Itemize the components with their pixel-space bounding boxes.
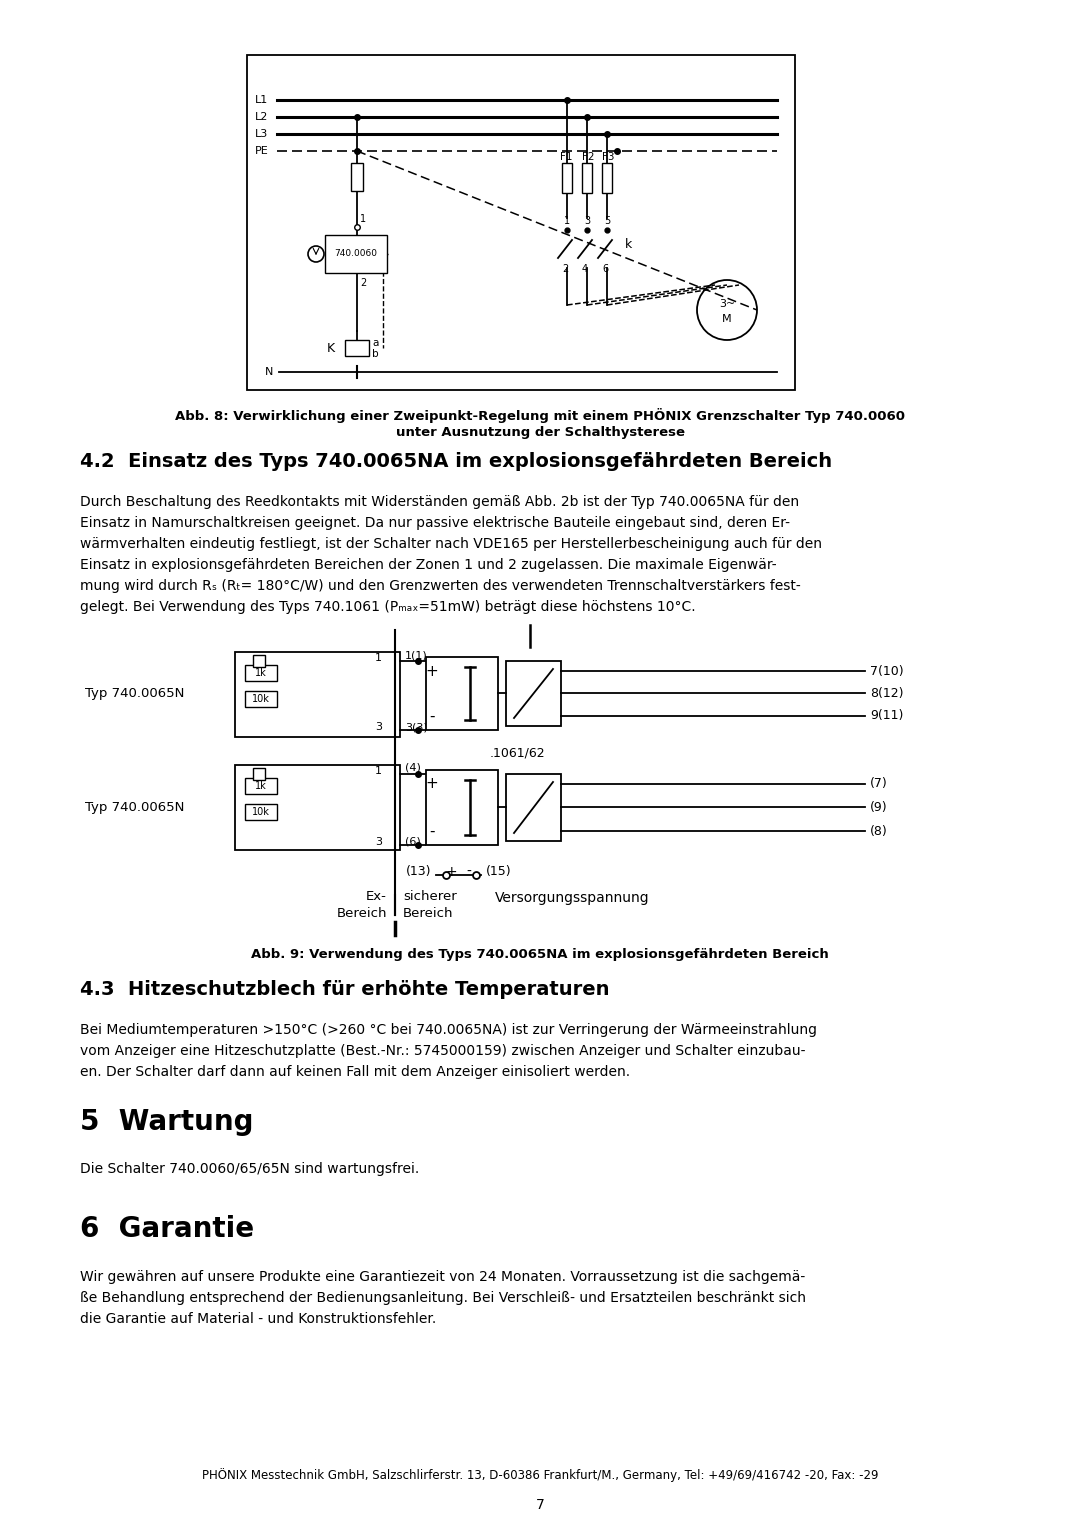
Text: F2: F2: [582, 153, 594, 162]
Text: K: K: [327, 342, 335, 354]
Text: 1k: 1k: [255, 780, 267, 791]
Text: 1k: 1k: [255, 667, 267, 678]
Text: en. Der Schalter darf dann auf keinen Fall mit dem Anzeiger einisoliert werden.: en. Der Schalter darf dann auf keinen Fa…: [80, 1064, 630, 1080]
Text: F3: F3: [602, 153, 615, 162]
Text: Bereich: Bereich: [403, 907, 454, 919]
Text: -: -: [429, 709, 435, 724]
Text: Wir gewähren auf unsere Produkte eine Garantiezeit von 24 Monaten. Vorraussetzun: Wir gewähren auf unsere Produkte eine Ga…: [80, 1270, 806, 1284]
Bar: [426, 770, 498, 844]
Text: Bereich: Bereich: [337, 907, 387, 919]
Text: unter Ausnutzung der Schalthysterese: unter Ausnutzung der Schalthysterese: [395, 426, 685, 438]
Bar: [582, 163, 592, 192]
Text: Versorgungsspannung: Versorgungsspannung: [495, 890, 650, 906]
Bar: [345, 341, 369, 356]
Text: .1061/62: .1061/62: [489, 747, 544, 759]
Bar: [245, 692, 276, 707]
Text: M: M: [723, 315, 732, 324]
Text: 4: 4: [582, 264, 589, 273]
Text: (6): (6): [405, 837, 421, 847]
Text: 1(1): 1(1): [405, 651, 428, 660]
Bar: [235, 765, 400, 851]
Bar: [507, 774, 561, 841]
Bar: [562, 163, 572, 192]
Text: N: N: [265, 366, 273, 377]
Text: (13): (13): [405, 866, 431, 878]
Text: 1: 1: [360, 214, 366, 224]
Text: Abb. 9: Verwendung des Typs 740.0065NA im explosionsgefährdeten Bereich: Abb. 9: Verwendung des Typs 740.0065NA i…: [252, 948, 828, 960]
Text: 5: 5: [604, 215, 610, 226]
Bar: [247, 55, 795, 389]
Text: Abb. 8: Verwirklichung einer Zweipunkt-Regelung mit einem PHÖNIX Grenzschalter T: Abb. 8: Verwirklichung einer Zweipunkt-R…: [175, 408, 905, 423]
Text: 5  Wartung: 5 Wartung: [80, 1109, 254, 1136]
Text: +: +: [426, 664, 438, 678]
Bar: [426, 657, 498, 730]
Text: sicherer: sicherer: [403, 890, 457, 902]
Text: 4.3  Hitzeschutzblech für erhöhte Temperaturen: 4.3 Hitzeschutzblech für erhöhte Tempera…: [80, 980, 609, 999]
Text: Typ 740.0065N: Typ 740.0065N: [85, 800, 185, 814]
Text: F1: F1: [559, 153, 572, 162]
Text: Bei Mediumtemperaturen >150°C (>260 °C bei 740.0065NA) ist zur Verringerung der : Bei Mediumtemperaturen >150°C (>260 °C b…: [80, 1023, 816, 1037]
Text: 10k: 10k: [252, 806, 270, 817]
Text: k: k: [625, 238, 632, 250]
Text: L2: L2: [255, 111, 268, 122]
Text: 10k: 10k: [252, 693, 270, 704]
Bar: [245, 805, 276, 820]
Text: 740.0060: 740.0060: [335, 249, 378, 258]
Text: mung wird durch Rₛ (Rₜ= 180°C/W) und den Grenzwerten des verwendeten Trennschalt: mung wird durch Rₛ (Rₜ= 180°C/W) und den…: [80, 579, 800, 592]
Text: ße Behandlung entsprechend der Bedienungsanleitung. Bei Verschleiß- und Ersatzte: ße Behandlung entsprechend der Bedienung…: [80, 1290, 806, 1306]
Text: +: +: [426, 777, 438, 791]
Text: L1: L1: [255, 95, 268, 105]
Text: wärmverhalten eindeutig festliegt, ist der Schalter nach VDE165 per Herstellerbe: wärmverhalten eindeutig festliegt, ist d…: [80, 538, 822, 551]
Text: gelegt. Bei Verwendung des Typs 740.1061 (Pₘₐₓ=51mW) beträgt diese höchstens 10°: gelegt. Bei Verwendung des Typs 740.1061…: [80, 600, 696, 614]
Text: -: -: [467, 864, 472, 880]
Bar: [245, 777, 276, 794]
Bar: [351, 163, 363, 191]
Bar: [325, 235, 387, 273]
Text: b: b: [372, 350, 379, 359]
Text: a: a: [372, 337, 378, 348]
Text: 2: 2: [562, 264, 568, 273]
Text: vom Anzeiger eine Hitzeschutzplatte (Best.-Nr.: 5745000159) zwischen Anzeiger un: vom Anzeiger eine Hitzeschutzplatte (Bes…: [80, 1044, 806, 1058]
Text: 1: 1: [564, 215, 570, 226]
Text: Durch Beschaltung des Reedkontakts mit Widerständen gemäß Abb. 2b ist der Typ 74: Durch Beschaltung des Reedkontakts mit W…: [80, 495, 799, 508]
Text: (8): (8): [870, 825, 888, 837]
Text: 3: 3: [375, 837, 382, 847]
Text: 6: 6: [602, 264, 608, 273]
Bar: [507, 661, 561, 725]
Text: 3(3): 3(3): [405, 722, 428, 731]
Text: L3: L3: [255, 128, 268, 139]
Text: die Garantie auf Material - und Konstruktionsfehler.: die Garantie auf Material - und Konstruk…: [80, 1312, 436, 1325]
Bar: [245, 664, 276, 681]
Bar: [253, 768, 265, 780]
Text: Einsatz in explosionsgefährdeten Bereichen der Zonen 1 und 2 zugelassen. Die max: Einsatz in explosionsgefährdeten Bereich…: [80, 557, 777, 573]
Text: 7: 7: [536, 1498, 544, 1512]
Text: 9(11): 9(11): [870, 710, 903, 722]
Text: (4): (4): [405, 764, 421, 773]
Bar: [253, 655, 265, 667]
Text: (9): (9): [870, 800, 888, 814]
Text: (7): (7): [870, 777, 888, 791]
Text: PHÖNIX Messtechnik GmbH, Salzschlirferstr. 13, D-60386 Frankfurt/M., Germany, Te: PHÖNIX Messtechnik GmbH, Salzschlirferst…: [202, 1467, 878, 1483]
Text: Die Schalter 740.0060/65/65N sind wartungsfrei.: Die Schalter 740.0060/65/65N sind wartun…: [80, 1162, 419, 1176]
Text: 3~: 3~: [719, 299, 735, 308]
Text: 1: 1: [375, 654, 382, 663]
Text: PE: PE: [255, 147, 269, 156]
Text: (15): (15): [486, 866, 512, 878]
Text: +: +: [445, 864, 457, 880]
Text: 8(12): 8(12): [870, 687, 904, 699]
Text: 3: 3: [584, 215, 590, 226]
Text: Ex-: Ex-: [366, 890, 387, 902]
Text: 6  Garantie: 6 Garantie: [80, 1215, 254, 1243]
Bar: [602, 163, 612, 192]
Text: 1: 1: [375, 767, 382, 776]
Text: 7(10): 7(10): [870, 664, 904, 678]
Bar: [235, 652, 400, 738]
Text: 4.2  Einsatz des Typs 740.0065NA im explosionsgefährdeten Bereich: 4.2 Einsatz des Typs 740.0065NA im explo…: [80, 452, 832, 470]
Text: 3: 3: [375, 722, 382, 731]
Text: Einsatz in Namurschaltkreisen geeignet. Da nur passive elektrische Bauteile eing: Einsatz in Namurschaltkreisen geeignet. …: [80, 516, 789, 530]
Text: -: -: [429, 823, 435, 838]
Text: Typ 740.0065N: Typ 740.0065N: [85, 687, 185, 701]
Text: 2: 2: [360, 278, 366, 289]
